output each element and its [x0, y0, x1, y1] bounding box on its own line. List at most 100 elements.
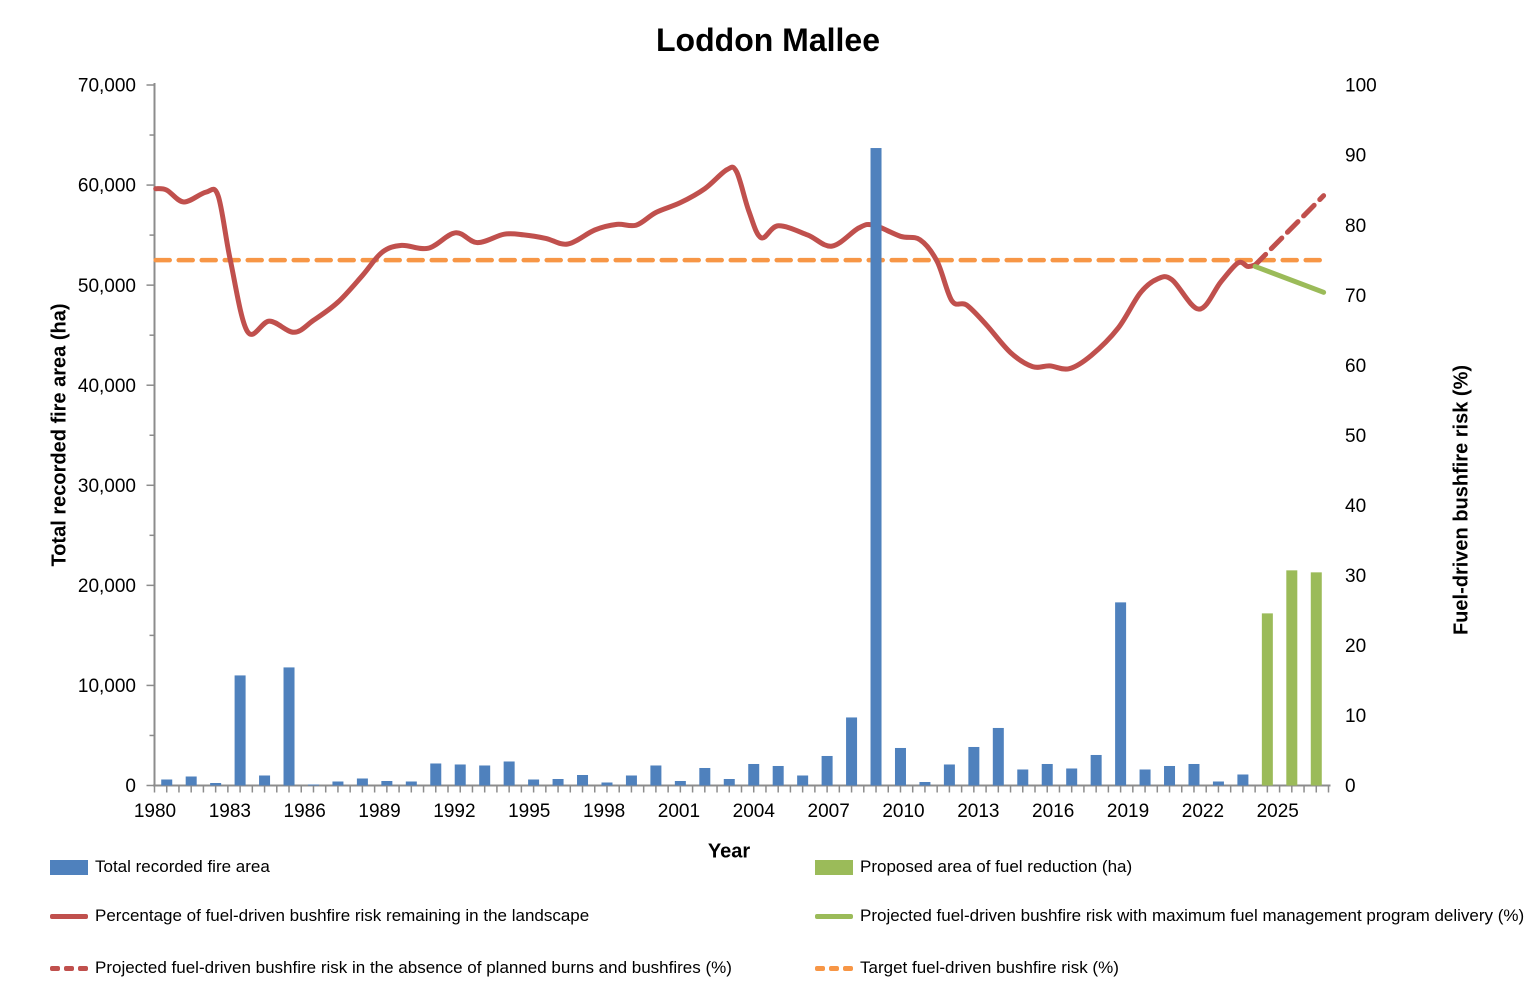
line-risk_max_program: [1252, 263, 1327, 295]
x-axis-tick-label: 2010: [882, 801, 924, 822]
legend-item-target-risk: Target fuel-driven bushfire risk (%): [815, 958, 1119, 978]
x-axis-tick-label: 1998: [583, 801, 625, 822]
bar-fire_area-1981: [185, 776, 197, 786]
x-axis-tick-label: 1989: [358, 801, 400, 822]
bar-swatch-icon: [815, 859, 853, 875]
bar-fire_area-1990: [405, 781, 417, 786]
bar-fire_area-1992: [454, 764, 466, 786]
bar-fire_area-1996: [552, 778, 564, 786]
left-axis-tick-label: 60,000: [78, 176, 136, 197]
line-swatch-icon: [815, 913, 853, 919]
bar-fuel_reduction-2027: [1310, 572, 1322, 786]
bar-fire_area-2002: [699, 767, 711, 786]
bar-fire_area-2000: [650, 765, 662, 786]
bar-fire_area-1994: [503, 761, 515, 786]
bar-fire_area-2006: [797, 775, 809, 786]
tick-marks: [146, 84, 1330, 793]
bar-fire_area-2018: [1090, 754, 1102, 786]
bar-fire_area-2013: [968, 746, 980, 786]
bar-fire_area-2019: [1115, 602, 1127, 786]
bar-fire_area-2020: [1139, 769, 1151, 786]
bar-fire_area-1995: [528, 779, 540, 786]
bar-fire_area-1984: [259, 775, 271, 786]
left-axis-tick-label: 30,000: [78, 476, 136, 497]
bar-fire_area-2001: [674, 780, 686, 786]
x-axis-tick-label: 1980: [134, 801, 176, 822]
legend-item-risk-remaining: Percentage of fuel-driven bushfire risk …: [50, 906, 589, 926]
x-axis-tick-label: 1995: [508, 801, 550, 822]
left-axis-tick-label: 0: [125, 776, 136, 797]
x-axis-tick-label: 1986: [284, 801, 326, 822]
chart-title: Loddon Mallee: [656, 22, 880, 58]
bar-fire_area-2015: [1017, 769, 1029, 786]
bar-fire_area-1987: [332, 781, 344, 786]
dashed-line-swatch-icon: [50, 965, 88, 971]
dashed-line-swatch-icon: [815, 965, 853, 971]
bar-swatch-icon: [50, 859, 88, 875]
x-axis-tick-label: 2013: [957, 801, 999, 822]
legend-label: Percentage of fuel-driven bushfire risk …: [95, 906, 590, 925]
x-axis-tick-label: 2001: [658, 801, 700, 822]
legend-item-total-fire-area: Total recorded fire area: [50, 857, 270, 877]
legend-label: Projected fuel-driven bushfire risk with…: [860, 906, 1525, 925]
bar-fire_area-1988: [356, 778, 368, 786]
line-risk_no_action: [1252, 193, 1327, 268]
bar-fire_area-2008: [846, 717, 858, 786]
x-axis-title: Year: [707, 840, 751, 863]
tick-labels: 0 10,000 20,000 30,000 40,000 50,000 60,000 70,…: [78, 76, 1377, 822]
bar-fire_area-2022: [1188, 763, 1200, 786]
bar-fire_area-2014: [992, 727, 1004, 786]
bars-fire_area: [161, 148, 1249, 786]
bar-fire_area-2004: [748, 763, 760, 786]
bar-fire_area-2024: [1237, 774, 1249, 786]
x-axis-tick-label: 1983: [209, 801, 251, 822]
bar-fire_area-2010: [894, 747, 906, 786]
bar-fire_area-2009: [870, 148, 882, 786]
bar-fire_area-2007: [821, 755, 833, 786]
bar-fire_area-2021: [1164, 765, 1176, 786]
bar-fire_area-1997: [577, 774, 589, 786]
x-axis-tick-label: 2004: [733, 801, 776, 822]
bar-fire_area-1991: [430, 763, 442, 786]
bar-fire_area-1986: [307, 784, 319, 786]
right-axis-tick-label: 80: [1345, 216, 1366, 237]
bars-fuel_reduction: [1261, 570, 1322, 786]
left-axis-tick-label: 20,000: [78, 576, 136, 597]
bar-fuel_reduction-2025: [1261, 613, 1273, 786]
right-axis-tick-label: 60: [1345, 356, 1366, 377]
legend-label: Target fuel-driven bushfire risk (%): [860, 958, 1119, 977]
bar-fire_area-2005: [772, 765, 784, 786]
legend-label: Proposed area of fuel reduction (ha): [860, 857, 1133, 876]
bar-fire_area-2023: [1212, 781, 1224, 786]
left-axis-tick-label: 40,000: [78, 376, 136, 397]
legend-item-fuel-reduction: Proposed area of fuel reduction (ha): [815, 857, 1132, 877]
x-axis-tick-label: 2025: [1257, 801, 1299, 822]
legend-label: Total recorded fire area: [95, 857, 270, 876]
legend-item-risk-no-action: Projected fuel-driven bushfire risk in t…: [50, 958, 732, 978]
right-axis-tick-label: 30: [1345, 566, 1366, 587]
left-axis-tick-label: 70,000: [78, 76, 136, 97]
right-axis-tick-label: 90: [1345, 146, 1366, 167]
right-axis-tick-label: 0: [1345, 776, 1356, 797]
left-axis-tick-label: 10,000: [78, 676, 136, 697]
right-axis-tick-label: 20: [1345, 636, 1366, 657]
bar-fire_area-2003: [723, 778, 735, 786]
bar-fire_area-1982: [210, 782, 222, 786]
right-axis-tick-label: 100: [1345, 76, 1377, 97]
x-axis-tick-label: 1992: [433, 801, 475, 822]
x-axis-tick-label: 2016: [1032, 801, 1074, 822]
bar-fire_area-1989: [381, 780, 393, 786]
bar-fire_area-1985: [283, 667, 295, 786]
bar-fire_area-2017: [1066, 768, 1078, 786]
line-risk_remaining: [153, 164, 1258, 372]
bar-fire_area-1999: [625, 775, 637, 786]
bar-fire_area-1998: [601, 782, 613, 786]
bar-fire_area-2011: [919, 781, 931, 786]
left-axis-tick-label: 50,000: [78, 276, 136, 297]
bar-fire_area-2016: [1041, 763, 1053, 786]
bar-fire_area-2012: [943, 764, 955, 786]
legend-label: Projected fuel-driven bushfire risk in t…: [95, 958, 732, 977]
right-axis-tick-label: 10: [1345, 706, 1366, 727]
